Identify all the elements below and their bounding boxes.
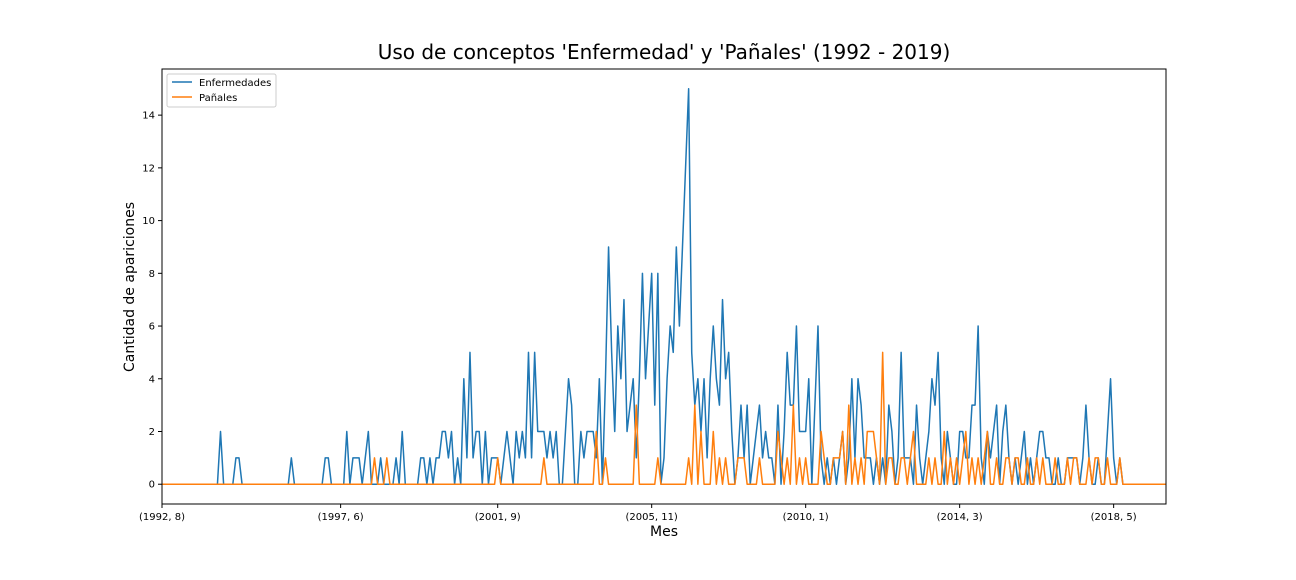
chart-title: Uso de conceptos 'Enfermedad' y 'Pañales… — [378, 40, 951, 64]
x-tick-label: (2014, 3) — [937, 512, 983, 523]
legend-box — [166, 73, 277, 108]
x-axis: (1992, 8) (1997, 6) (2001, 9) (2005, 11) (20… — [139, 504, 1137, 523]
plot-area — [162, 69, 1166, 504]
x-tick-label: (2018, 5) — [1091, 512, 1137, 523]
x-tick-label: (1992, 8) — [139, 512, 185, 523]
y-tick-label: 0 — [149, 480, 155, 491]
x-tick-label: (2010, 1) — [783, 512, 829, 523]
x-tick-label: (2005, 11) — [626, 512, 678, 523]
y-tick-label: 14 — [142, 111, 155, 122]
series-line-enfermedades — [162, 88, 1166, 485]
series-line-panales — [162, 351, 1166, 485]
y-axis: 0 2 4 6 8 10 12 14 — [142, 111, 162, 491]
plot-frame — [161, 68, 1167, 505]
x-axis-title: Mes — [650, 524, 678, 540]
series-layer — [162, 88, 1166, 485]
legend-label-enfermedades: Enfermedades — [199, 78, 271, 89]
y-tick-label: 2 — [149, 427, 155, 438]
legend: Enfermedades Pañales — [166, 73, 277, 108]
y-tick-label: 12 — [142, 163, 155, 174]
x-tick-label: (2001, 9) — [475, 512, 521, 523]
y-tick-label: 10 — [142, 216, 155, 227]
y-tick-label: 6 — [149, 322, 155, 333]
y-tick-label: 4 — [149, 374, 155, 385]
y-tick-label: 8 — [149, 269, 155, 280]
x-tick-label: (1997, 6) — [318, 512, 364, 523]
y-axis-title: Cantidad de apariciones — [122, 202, 138, 372]
legend-label-panales: Pañales — [199, 93, 237, 104]
